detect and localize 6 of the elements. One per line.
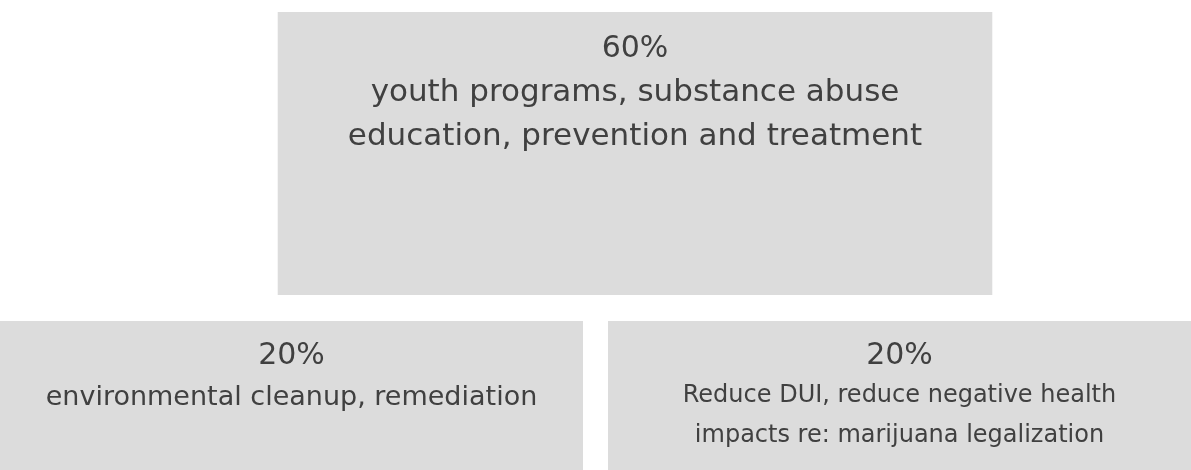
data-label: 60%: [601, 29, 669, 64]
data-label: 20%: [258, 336, 325, 371]
category-label: environmental cleanup, remediation: [45, 380, 538, 411]
category-label: youth programs, substance abuse education, prevention and treatment: [347, 72, 923, 152]
category-label: Reduce DUI, reduce negative health impacts re: marijuana legalization: [682, 380, 1117, 448]
data-label: 20%: [866, 336, 933, 371]
